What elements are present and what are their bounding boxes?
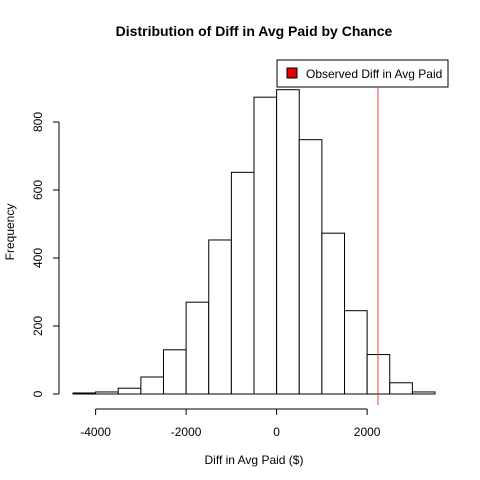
x-tick-label: 2000: [354, 425, 381, 439]
legend-swatch: [286, 67, 298, 79]
legend-label: Observed Diff in Avg Paid: [306, 67, 442, 81]
histogram-bar: [298, 139, 323, 395]
y-axis-label: Frequency: [3, 204, 17, 261]
x-tick-label: 0: [273, 425, 280, 439]
histogram-bars: [72, 89, 436, 395]
y-tick-label: 800: [31, 112, 45, 132]
chart-title: Distribution of Diff in Avg Paid by Chan…: [116, 23, 393, 39]
histogram-bar: [321, 232, 345, 395]
histogram-bar: [72, 392, 97, 395]
x-tick-label: -4000: [80, 425, 111, 439]
histogram-bar: [185, 301, 210, 395]
histogram-bar: [253, 96, 278, 395]
histogram-bar: [276, 89, 300, 395]
histogram-bar: [117, 387, 142, 395]
y-tick-label: 0: [31, 390, 45, 397]
x-tick-label: -2000: [171, 425, 202, 439]
y-tick-label: 200: [31, 316, 45, 336]
histogram-bar: [230, 171, 255, 395]
legend-box: [276, 59, 449, 88]
histogram-bar: [389, 382, 413, 395]
histogram-bar: [95, 391, 119, 395]
histogram-bar: [140, 376, 164, 395]
y-axis: 0 200 400 600 800: [31, 112, 60, 397]
histogram-bar: [208, 239, 232, 395]
x-axis: -4000 -2000 0 2000: [80, 408, 381, 439]
histogram-bar: [411, 391, 436, 395]
y-tick-label: 400: [31, 248, 45, 268]
histogram-bar: [344, 310, 368, 395]
legend: Observed Diff in Avg Paid: [276, 59, 449, 88]
x-axis-label: Diff in Avg Paid ($): [205, 453, 304, 467]
histogram-bar: [163, 349, 187, 395]
y-tick-label: 600: [31, 180, 45, 200]
